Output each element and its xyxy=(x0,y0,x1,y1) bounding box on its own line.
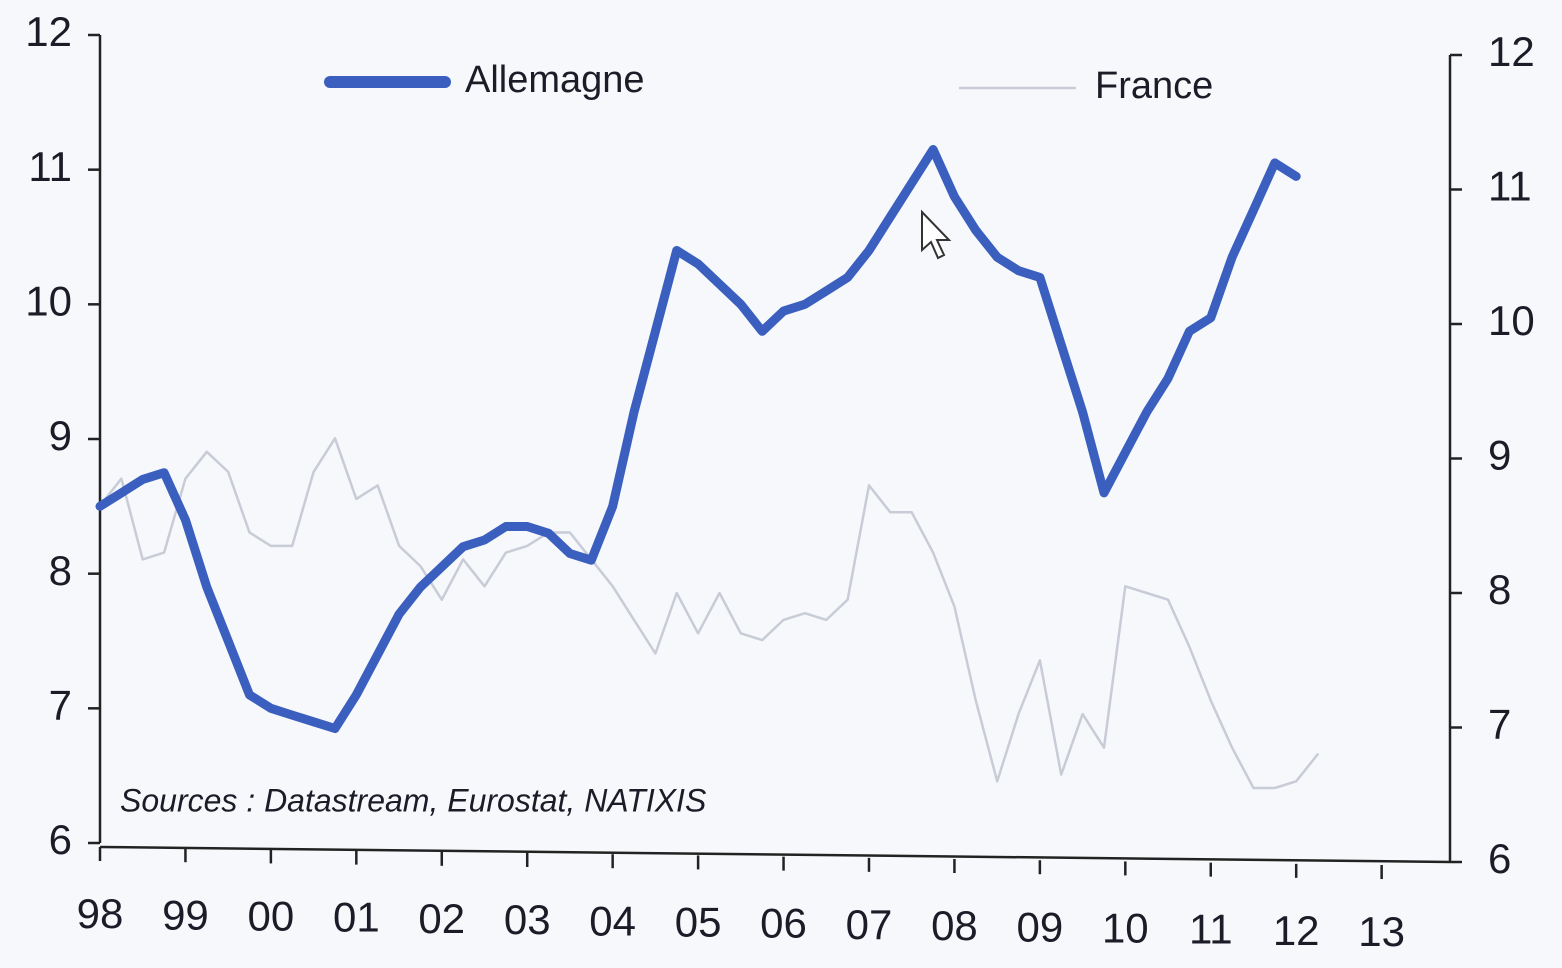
y-tick-label: 10 xyxy=(25,277,72,324)
series-line xyxy=(98,437,1319,790)
legend-label: Allemagne xyxy=(465,59,645,101)
y-tick-label: 8 xyxy=(49,547,72,594)
x-tick-label: 11 xyxy=(1189,906,1233,953)
x-tick-label: 08 xyxy=(931,902,978,949)
annotation: Sources : Datastream, Eurostat, NATIXIS xyxy=(120,782,706,818)
x-tick-label: 09 xyxy=(1017,903,1064,950)
x-tick-label: 99 xyxy=(162,891,209,938)
y-tick-label: 7 xyxy=(49,681,72,728)
y2-tick-label: 12 xyxy=(1488,28,1535,75)
mouse-cursor xyxy=(921,209,952,260)
x-tick-label: 13 xyxy=(1358,908,1405,955)
y-tick-label: 11 xyxy=(28,143,72,190)
x-tick-label: 02 xyxy=(418,895,465,942)
y2-tick-label: 9 xyxy=(1488,432,1511,479)
y-tick-label: 6 xyxy=(49,816,72,863)
x-tick-label: 04 xyxy=(589,897,636,944)
y2-tick-label: 7 xyxy=(1488,701,1511,748)
y-tick-label: 12 xyxy=(25,8,72,55)
y2-tick-label: 6 xyxy=(1488,835,1511,882)
x-tick-label: 00 xyxy=(248,892,295,939)
y-tick-label: 9 xyxy=(49,412,72,459)
x-tick-label: 03 xyxy=(504,896,551,943)
y2-tick-label: 10 xyxy=(1488,297,1535,344)
x-tick-label: 06 xyxy=(760,900,807,947)
x-tick-label: 12 xyxy=(1273,907,1320,954)
x-tick-label: 07 xyxy=(846,901,893,948)
x-tick-label: 01 xyxy=(333,894,380,941)
x-tick-label: 10 xyxy=(1102,905,1149,952)
x-tick-label: 98 xyxy=(77,890,124,937)
legend-label: France xyxy=(1095,65,1213,107)
y2-tick-label: 8 xyxy=(1488,566,1511,613)
x-axis xyxy=(99,845,1451,864)
y2-tick-label: 11 xyxy=(1488,163,1532,210)
x-tick-label: 05 xyxy=(675,899,722,946)
series-line xyxy=(95,145,1301,733)
